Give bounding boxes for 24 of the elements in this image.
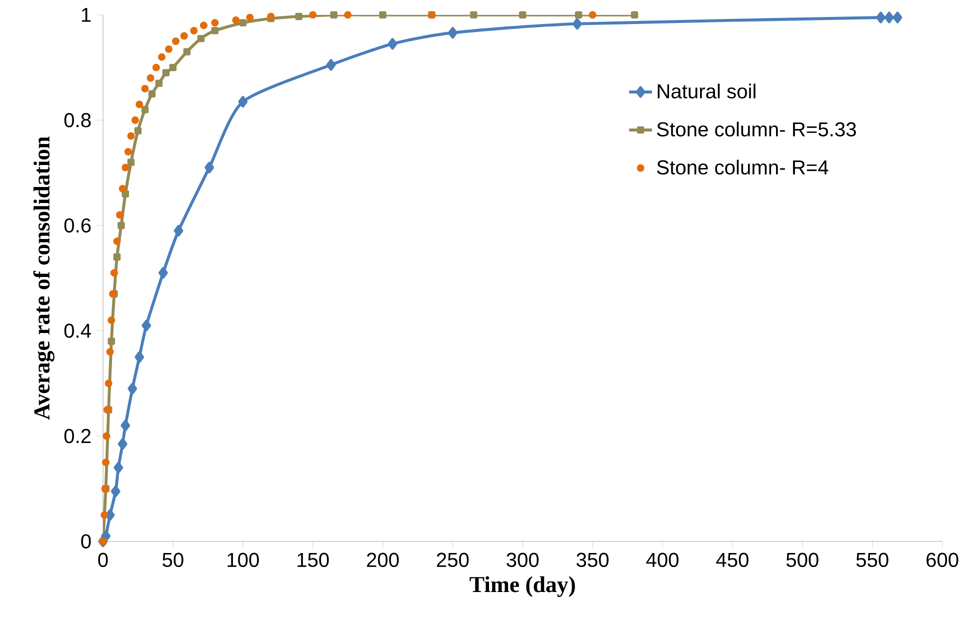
x-tick-label: 50	[162, 552, 184, 567]
y-tick-label: 0.8	[64, 112, 91, 128]
x-tick-label: 450	[716, 552, 748, 567]
x-tick-label: 150	[298, 552, 329, 567]
x-tick-label: 300	[506, 552, 539, 567]
y-tick-label: 0	[81, 534, 91, 548]
y-tick-label: 0.6	[64, 218, 91, 232]
y-tick-label: 1	[82, 8, 91, 22]
x-tick-label: 100	[228, 552, 259, 567]
x-tick-label: 400	[646, 552, 679, 567]
y-axis-title: Average rate of consolidation	[33, 136, 54, 420]
x-tick-label: 500	[786, 552, 818, 567]
legend-label: Stone column- R=4	[657, 160, 828, 174]
x-tick-label: 250	[436, 552, 469, 567]
y-tick-label: 0.2	[64, 428, 91, 443]
x-tick-label: 600	[926, 552, 958, 567]
legend-label: Stone column- R=5.33	[657, 122, 856, 136]
y-tick-label: 0.4	[64, 323, 91, 338]
x-tick-label: 350	[576, 552, 609, 567]
x-axis-title: Time (day)	[470, 576, 575, 597]
x-tick-label: 200	[367, 552, 399, 567]
x-tick-label: 550	[856, 552, 888, 567]
x-tick-label: 0	[98, 552, 108, 567]
legend-label: Natural soil	[658, 84, 756, 98]
